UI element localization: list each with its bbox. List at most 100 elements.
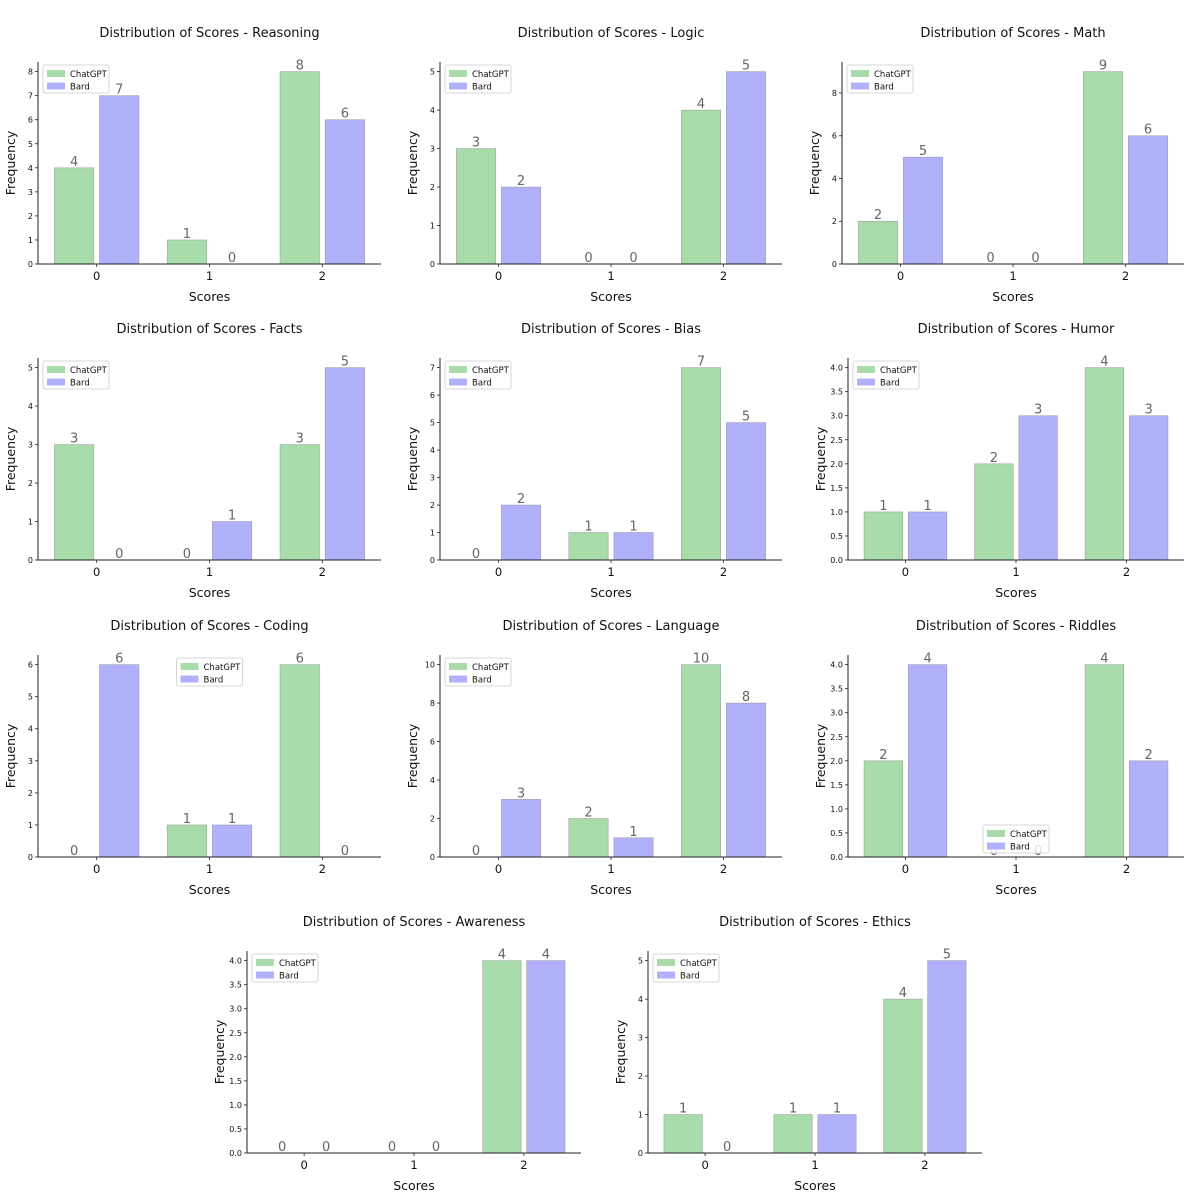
- y-tick-label: 0: [430, 260, 435, 269]
- bar-bard-0: [99, 664, 140, 858]
- value-label: 5: [341, 355, 349, 370]
- bar-chatgpt-1: [166, 824, 207, 858]
- x-axis-label: Scores: [189, 585, 231, 600]
- y-tick-label: 1.0: [229, 1101, 242, 1110]
- value-label: 3: [296, 432, 304, 447]
- bar-bard-2: [726, 702, 766, 858]
- y-axis-label: Frequency: [813, 426, 828, 491]
- bar-bard-2: [1128, 760, 1169, 858]
- legend-label: Bard: [70, 379, 90, 389]
- x-axis-label: Scores: [995, 585, 1037, 600]
- y-tick-label: 1: [28, 518, 33, 527]
- y-tick-label: 0: [832, 260, 837, 269]
- value-label: 0: [1031, 251, 1039, 266]
- value-label: 0: [70, 844, 78, 859]
- bar-bard-2: [726, 422, 766, 561]
- value-label: 0: [115, 547, 123, 562]
- value-label: 0: [278, 1140, 286, 1155]
- legend-label: Bard: [874, 83, 894, 93]
- value-label: 1: [183, 227, 191, 242]
- y-tick-label: 2: [28, 212, 33, 221]
- y-tick-label: 2: [638, 1072, 643, 1081]
- x-tick-label: 2: [319, 565, 326, 579]
- x-tick-label: 2: [720, 862, 727, 876]
- y-tick-label: 2: [28, 479, 33, 488]
- x-tick-label: 0: [495, 269, 502, 283]
- y-tick-label: 0: [638, 1149, 643, 1158]
- bar-bard-1: [613, 532, 654, 561]
- bar-bard-2: [324, 367, 365, 561]
- x-tick-label: 1: [607, 862, 614, 876]
- value-label: 0: [472, 547, 480, 562]
- y-tick-label: 4: [28, 402, 33, 411]
- legend-label: ChatGPT: [472, 366, 510, 376]
- y-tick-label: 0: [28, 556, 33, 565]
- legend: ChatGPT Bard: [982, 824, 1050, 854]
- y-tick-label: 1.5: [830, 484, 843, 493]
- chart-title: Distribution of Scores - Ethics: [719, 915, 911, 930]
- x-tick-label: 2: [319, 862, 326, 876]
- subplot-math: Distribution of Scores - Math 2 0 9 5 0 6 0 2 4 6 8…: [807, 26, 1184, 304]
- y-tick-label: 1.5: [229, 1077, 242, 1086]
- x-tick-label: 1: [607, 565, 614, 579]
- value-label: 5: [919, 144, 927, 159]
- bar-chatgpt-1: [568, 818, 609, 858]
- legend-swatch-bard: [47, 378, 65, 386]
- chart-title: Distribution of Scores - Bias: [521, 322, 701, 337]
- y-tick-label: 5: [28, 693, 33, 702]
- y-tick-label: 0.5: [830, 829, 843, 838]
- legend-label: ChatGPT: [680, 959, 718, 969]
- y-tick-label: 2: [430, 815, 435, 824]
- y-tick-label: 0.5: [830, 532, 843, 541]
- legend: ChatGPT Bard: [852, 360, 920, 390]
- subplot-language: Distribution of Scores - Language0210318…: [405, 619, 782, 897]
- legend: ChatGPT Bard: [42, 360, 110, 390]
- y-tick-label: 2.0: [830, 757, 843, 766]
- legend-label: ChatGPT: [472, 70, 510, 80]
- x-tick-label: 0: [93, 269, 100, 283]
- bar-bard-2: [726, 71, 766, 265]
- legend-swatch-chatgpt: [449, 663, 467, 670]
- value-label: 1: [679, 1102, 687, 1117]
- value-label: 0: [183, 547, 191, 562]
- value-label: 0: [322, 1140, 330, 1155]
- x-tick-label: 0: [93, 862, 100, 876]
- value-label: 6: [296, 652, 304, 667]
- value-label: 4: [899, 986, 907, 1001]
- legend-swatch-bard: [180, 675, 199, 683]
- bar-chatgpt-0: [456, 148, 496, 265]
- bar-bard-1: [212, 521, 253, 561]
- x-tick-label: 1: [206, 269, 213, 283]
- chart-title: Distribution of Scores - Coding: [110, 619, 308, 634]
- subplot-bias: Distribution of Scores - Bias 0 1 7 2 1 5 0 1 2 3 4…: [405, 322, 782, 600]
- x-axis-label: Scores: [590, 585, 632, 600]
- value-label: 2: [1144, 748, 1152, 763]
- legend-label: ChatGPT: [874, 70, 912, 80]
- legend: ChatGPT Bard: [444, 657, 512, 687]
- legend-swatch-chatgpt: [449, 366, 467, 373]
- y-tick-label: 3: [430, 145, 435, 154]
- y-tick-label: 0.5: [229, 1125, 242, 1134]
- x-tick-label: 0: [902, 862, 909, 876]
- bar-chatgpt-2: [681, 664, 721, 858]
- bar-bard-0: [501, 798, 541, 858]
- legend-swatch-chatgpt: [851, 70, 869, 77]
- y-tick-label: 3.0: [830, 709, 843, 718]
- value-label: 6: [341, 107, 349, 122]
- x-tick-label: 0: [902, 565, 909, 579]
- value-label: 0: [629, 251, 637, 266]
- value-label: 1: [228, 812, 236, 827]
- bar-bard-0: [907, 511, 948, 561]
- value-label: 1: [629, 825, 637, 840]
- y-tick-label: 2: [28, 789, 33, 798]
- x-axis-label: Scores: [590, 289, 632, 304]
- y-tick-label: 3: [638, 1034, 643, 1043]
- y-tick-label: 2: [430, 183, 435, 192]
- bar-bard-1: [817, 1114, 857, 1154]
- bar-chatgpt-2: [1084, 367, 1125, 561]
- y-tick-label: 3: [28, 188, 33, 197]
- y-tick-label: 2.5: [830, 436, 843, 445]
- y-tick-label: 4: [28, 164, 33, 173]
- y-tick-label: 2: [430, 501, 435, 510]
- y-tick-label: 1.0: [830, 805, 843, 814]
